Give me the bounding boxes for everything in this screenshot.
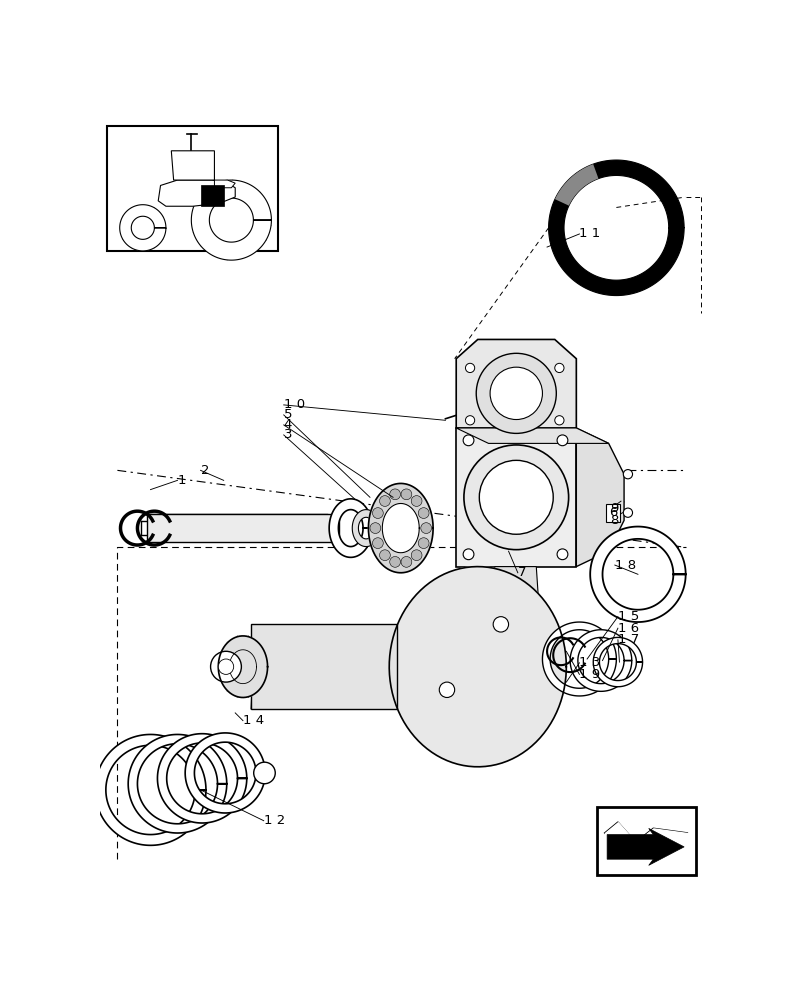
Polygon shape (463, 406, 478, 420)
Polygon shape (158, 734, 247, 823)
Circle shape (490, 367, 542, 420)
Polygon shape (171, 151, 214, 180)
Circle shape (401, 489, 412, 500)
Circle shape (210, 651, 241, 682)
Circle shape (421, 523, 432, 533)
Text: 1 3: 1 3 (579, 656, 600, 669)
Polygon shape (120, 205, 166, 251)
Text: 9: 9 (610, 502, 619, 515)
Circle shape (411, 496, 422, 506)
Text: 5: 5 (284, 408, 292, 421)
Text: 1 7: 1 7 (618, 633, 639, 646)
Circle shape (390, 489, 400, 500)
Polygon shape (456, 428, 576, 567)
Polygon shape (158, 180, 236, 206)
Polygon shape (389, 567, 567, 767)
Polygon shape (571, 630, 632, 691)
Text: 7: 7 (518, 566, 526, 579)
Circle shape (464, 445, 569, 550)
Polygon shape (590, 527, 686, 622)
Polygon shape (214, 180, 236, 188)
Text: 1 4: 1 4 (243, 714, 264, 727)
Text: 2: 2 (201, 464, 209, 477)
Circle shape (479, 460, 553, 534)
Text: 1 6: 1 6 (618, 622, 639, 635)
Bar (147, 514, 339, 542)
Polygon shape (329, 499, 372, 557)
Circle shape (623, 508, 633, 517)
Bar (201, 185, 224, 206)
Circle shape (463, 549, 474, 560)
Polygon shape (185, 733, 266, 813)
Text: 1: 1 (177, 474, 186, 487)
Circle shape (380, 496, 390, 506)
Circle shape (557, 549, 568, 560)
Circle shape (466, 363, 474, 373)
Circle shape (380, 550, 390, 561)
Circle shape (401, 556, 412, 567)
Text: 8: 8 (610, 514, 619, 527)
Circle shape (373, 538, 383, 549)
Circle shape (555, 363, 564, 373)
Polygon shape (456, 428, 608, 443)
Circle shape (555, 416, 564, 425)
Circle shape (439, 682, 455, 698)
Circle shape (463, 435, 474, 446)
Text: 4: 4 (284, 418, 292, 431)
Circle shape (218, 659, 234, 674)
Polygon shape (548, 160, 684, 296)
Text: 1 2: 1 2 (264, 814, 285, 827)
Polygon shape (191, 180, 271, 260)
Polygon shape (352, 510, 380, 547)
Polygon shape (369, 483, 433, 573)
Circle shape (623, 470, 633, 479)
Polygon shape (542, 622, 616, 696)
Circle shape (493, 617, 508, 632)
Polygon shape (382, 503, 419, 553)
Polygon shape (128, 734, 227, 833)
Circle shape (476, 353, 556, 433)
Circle shape (418, 508, 429, 518)
Text: 6: 6 (609, 506, 618, 519)
Polygon shape (492, 567, 539, 613)
Polygon shape (576, 428, 624, 567)
Circle shape (390, 556, 400, 567)
Circle shape (254, 762, 275, 784)
Bar (597, 807, 696, 875)
Text: 3: 3 (284, 428, 292, 441)
Text: 1 9: 1 9 (579, 668, 600, 681)
Polygon shape (593, 637, 642, 687)
Text: 1 8: 1 8 (615, 559, 636, 572)
Circle shape (370, 523, 381, 533)
Circle shape (466, 416, 474, 425)
Bar (251, 624, 397, 709)
Polygon shape (555, 164, 598, 206)
Circle shape (557, 435, 568, 446)
Polygon shape (456, 339, 576, 428)
Text: 1 1: 1 1 (579, 227, 600, 240)
Polygon shape (95, 734, 206, 845)
Polygon shape (607, 828, 684, 865)
Text: 1 5: 1 5 (618, 610, 639, 623)
Text: 1 0: 1 0 (284, 398, 305, 411)
Circle shape (411, 550, 422, 561)
Polygon shape (218, 636, 268, 697)
Circle shape (373, 508, 383, 518)
Circle shape (418, 538, 429, 549)
Bar (106, 126, 277, 251)
